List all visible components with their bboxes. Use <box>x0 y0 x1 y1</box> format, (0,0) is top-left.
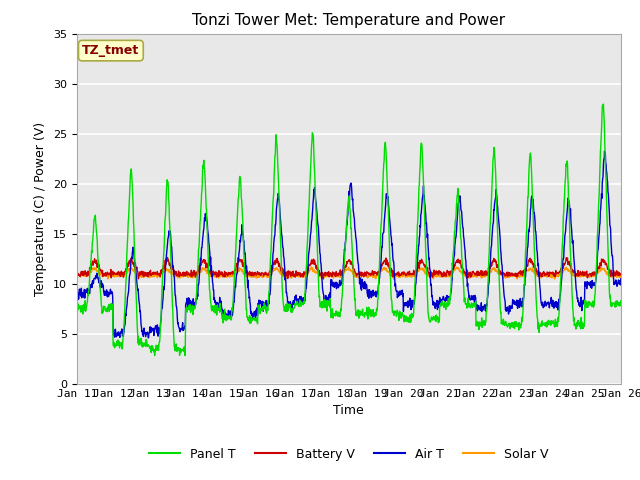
Air T <box>255 297 263 303</box>
Panel T <box>195 258 202 264</box>
Panel T <box>553 321 561 326</box>
X-axis label: Time: Time <box>333 405 364 418</box>
Solar V <box>194 270 202 276</box>
Solar V <box>390 276 397 282</box>
Legend: Panel T, Battery V, Air T, Solar V: Panel T, Battery V, Air T, Solar V <box>144 443 554 466</box>
Air T <box>145 335 152 341</box>
Panel T <box>73 307 81 312</box>
Battery V <box>617 272 625 277</box>
Air T <box>601 148 609 154</box>
Air T <box>434 307 442 312</box>
Battery V <box>553 270 561 276</box>
Title: Tonzi Tower Met: Temperature and Power: Tonzi Tower Met: Temperature and Power <box>192 13 506 28</box>
Battery V <box>73 271 81 277</box>
Air T <box>617 276 625 282</box>
Panel T <box>255 307 263 312</box>
Panel T <box>151 353 159 359</box>
Text: TZ_tmet: TZ_tmet <box>82 44 140 57</box>
Air T <box>195 282 202 288</box>
Line: Panel T: Panel T <box>77 104 621 356</box>
Panel T <box>505 321 513 326</box>
Solar V <box>73 272 81 277</box>
Battery V <box>164 254 172 260</box>
Solar V <box>255 273 262 278</box>
Battery V <box>434 271 442 277</box>
Air T <box>73 295 81 300</box>
Solar V <box>505 275 513 280</box>
Panel T <box>434 316 442 322</box>
Line: Battery V: Battery V <box>77 257 621 279</box>
Battery V <box>181 270 189 276</box>
Y-axis label: Temperature (C) / Power (V): Temperature (C) / Power (V) <box>35 122 47 296</box>
Solar V <box>180 273 188 278</box>
Battery V <box>319 276 327 282</box>
Line: Air T: Air T <box>77 151 621 338</box>
Panel T <box>617 298 625 303</box>
Air T <box>553 299 561 305</box>
Solar V <box>307 264 315 270</box>
Battery V <box>505 270 513 276</box>
Solar V <box>553 273 561 279</box>
Line: Solar V: Solar V <box>77 267 621 279</box>
Air T <box>505 311 513 317</box>
Battery V <box>195 269 202 275</box>
Battery V <box>255 270 263 276</box>
Panel T <box>600 101 607 107</box>
Solar V <box>617 273 625 278</box>
Solar V <box>434 274 442 279</box>
Air T <box>181 323 189 329</box>
Panel T <box>181 353 189 359</box>
